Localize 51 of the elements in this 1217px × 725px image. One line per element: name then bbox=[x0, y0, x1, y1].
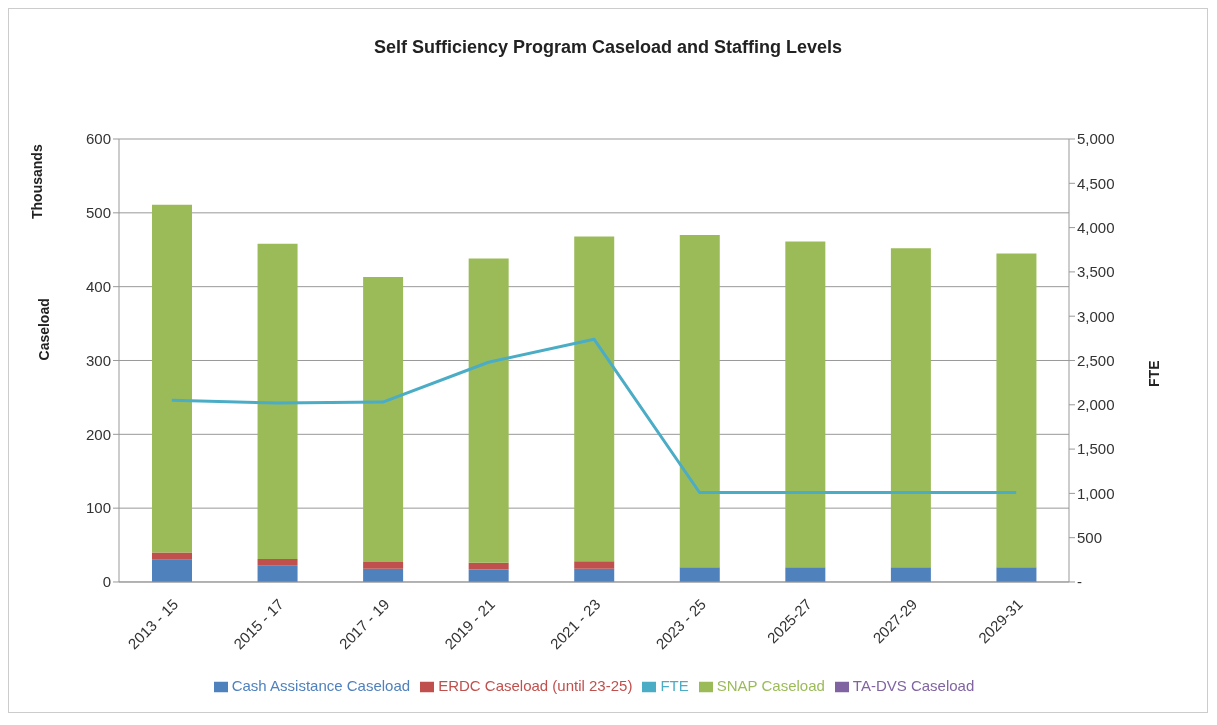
bar bbox=[363, 277, 404, 563]
y-tick-label: 100 bbox=[85, 499, 111, 517]
y2-tick-label: 1,000 bbox=[1077, 484, 1115, 502]
bar bbox=[152, 552, 192, 560]
bar bbox=[785, 567, 826, 582]
bar bbox=[890, 567, 931, 582]
legend-label: ERDC Caseload (until 23-25) bbox=[438, 676, 633, 694]
y2-axis-title: FTE bbox=[1145, 360, 1162, 387]
y2-tick-label: 2,500 bbox=[1077, 351, 1115, 369]
y2-tick-label: 5,000 bbox=[1077, 130, 1115, 148]
y-tick-label: 600 bbox=[85, 130, 111, 148]
y-tick-label: 500 bbox=[85, 204, 111, 222]
legend-label: TA-DVS Caseload bbox=[852, 676, 975, 694]
chart-title: Self Sufficiency Program Caseload and Staffing Levels bbox=[372, 37, 844, 58]
y2-tick-label: 1,500 bbox=[1077, 440, 1115, 458]
text: Thousands bbox=[29, 144, 45, 219]
bar bbox=[257, 565, 298, 582]
y-tick-label: 200 bbox=[85, 425, 111, 443]
bar bbox=[468, 569, 509, 582]
y2-tick-label: 4,000 bbox=[1077, 218, 1115, 236]
y2-tick-label: - bbox=[1077, 573, 1082, 591]
line-series bbox=[170, 337, 1018, 494]
bar bbox=[574, 568, 615, 582]
y2-tick-label: 4,500 bbox=[1077, 174, 1115, 192]
bar bbox=[152, 204, 192, 553]
y-tick-label: 0 bbox=[102, 573, 111, 591]
bar bbox=[785, 241, 826, 568]
y-tick-label: 300 bbox=[85, 351, 111, 369]
bar bbox=[574, 561, 615, 569]
bar bbox=[890, 248, 931, 568]
legend-label: FTE bbox=[660, 676, 689, 694]
bar bbox=[996, 253, 1037, 568]
bar bbox=[468, 562, 509, 570]
bar bbox=[152, 559, 192, 582]
bar bbox=[574, 236, 615, 562]
y2-tick-label: 2,000 bbox=[1077, 396, 1115, 414]
bar bbox=[363, 568, 404, 582]
y-axis-title: Caseload bbox=[35, 298, 52, 361]
bar bbox=[363, 562, 404, 569]
bar bbox=[679, 567, 720, 582]
bar bbox=[996, 567, 1037, 582]
bar bbox=[257, 559, 298, 566]
legend-label: Cash Assistance Caseload bbox=[231, 676, 411, 694]
y2-tick-label: 500 bbox=[1077, 529, 1103, 546]
y2-tick-label: 3,000 bbox=[1077, 307, 1115, 325]
y2-tick-label: 3,500 bbox=[1077, 263, 1115, 281]
legend-label: SNAP Caseload bbox=[716, 676, 825, 694]
y-tick-label: 400 bbox=[85, 277, 111, 295]
bar bbox=[257, 243, 298, 560]
bar bbox=[468, 258, 509, 563]
bar bbox=[679, 234, 720, 568]
